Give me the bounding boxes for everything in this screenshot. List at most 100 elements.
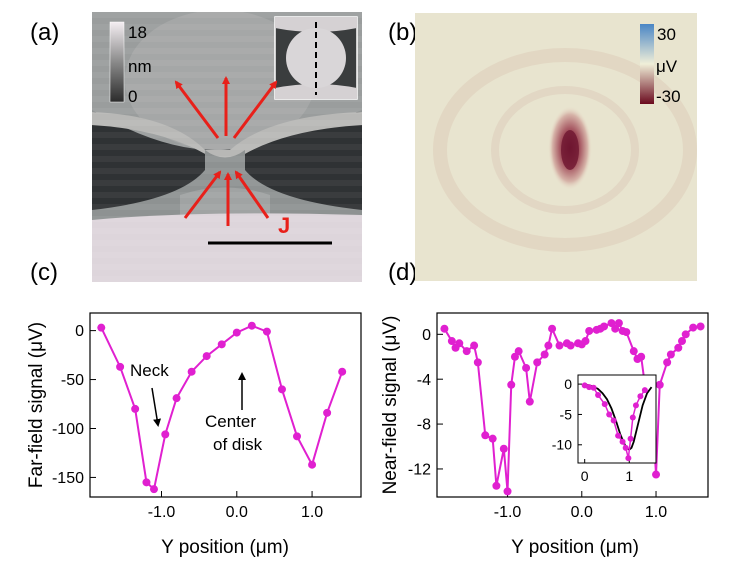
far-field-point [247,321,256,330]
near-field-point [544,341,553,350]
chart-d-xtick-label: -1.0 [494,504,522,521]
near-field-point [447,337,456,346]
inset-point [625,455,632,462]
chart-d-xtick-label: 0.0 [571,504,593,521]
inset-point [632,402,639,409]
far-field-point [323,408,332,417]
inset-point [627,435,634,442]
chart-c-ytick-label: -100 [52,421,84,438]
far-field-series-line [100,324,344,492]
chart-c-xtick-label: 0.0 [226,504,248,521]
panel-label-c: (c) [30,259,58,286]
far-field-point [202,352,211,361]
inset-point [595,392,602,399]
near-field-point [566,341,575,350]
colorbar-a-unit: nm [128,57,152,76]
far-field-point [262,327,271,336]
near-field-point [585,326,594,335]
colorbar-a-min: 0 [128,87,137,106]
far-field-point [149,485,158,494]
far-field-point [232,328,241,337]
current-arrows [174,76,278,226]
near-field-map [415,13,697,281]
far-field-point [217,340,226,349]
colorbar-b-unit: μV [656,57,678,76]
inset-point [615,432,622,439]
inset-point [637,393,644,400]
near-field-point [488,434,497,443]
far-field-point [338,367,347,376]
inset-point [619,438,626,445]
near-field-point [514,347,523,356]
far-field-chart: -1.0 0.0 1.0 0 -50 -100 -150 Y position (μm) F… [26,312,362,558]
near-field-point [522,363,531,372]
chart-d-ylabel: Near-field signal (μV) [380,316,401,495]
inset-point [622,444,629,451]
far-field-point [116,362,125,371]
chart-d-ytick-label: -4 [417,372,431,389]
chart-c-ytick-label: 0 [75,323,84,340]
current-label: J [278,213,290,238]
inset-ytick-label: -5 [560,406,573,422]
near-field-point [629,347,638,356]
panel-label-d: (d) [388,259,417,286]
colorbar-signal [640,24,654,104]
chart-c-ytick-label: -50 [61,372,84,389]
inset-xtick-label: 0 [581,468,589,484]
colorbar-a-max: 18 [128,23,147,42]
inset-point [641,387,648,394]
colorbar-b-min: -30 [656,87,681,106]
inset-point [586,384,593,391]
far-field-point [293,432,302,441]
afm-inset-disk [274,16,358,100]
annotation-neck: Neck [130,361,169,380]
near-field-point [455,339,464,348]
inset-point [590,384,597,391]
chart-c-xtick-label: 1.0 [301,504,323,521]
panel-label-b: (b) [388,19,417,46]
far-field-point [131,404,140,413]
near-field-point [473,358,482,367]
inset-ytick-label: -10 [552,437,572,453]
inset-ytick-label: 0 [564,376,572,392]
far-field-point [187,367,196,376]
colorbar-height [109,21,125,103]
far-field-point [308,460,317,469]
near-field-point [581,337,590,346]
near-field-point [499,444,508,453]
annotation-center-2: of disk [213,435,263,454]
near-field-point [674,343,683,352]
inset-point [629,414,636,421]
chart-c-ylabel: Far-field signal (μV) [26,322,47,488]
chart-d-frame [436,312,709,498]
near-field-point [525,397,534,406]
near-field-chart: -1.0 0.0 1.0 0 -4 -8 -12 Y position (μm) Near-… [380,312,709,558]
annotation-neck-arrow [151,387,161,427]
far-field-point [97,323,106,332]
near-field-point [637,352,646,361]
near-field-point [548,324,557,333]
near-field-point [555,341,564,350]
chart-c-xlabel: Y position (μm) [161,537,289,558]
far-field-point [277,385,286,394]
far-field-point [142,478,151,487]
near-field-point [689,323,698,332]
far-field-point [172,394,181,403]
colorbar-b-max: 30 [657,25,676,44]
near-field-point [663,358,672,367]
near-field-point [507,380,516,389]
near-field-point [440,324,449,333]
chart-d-xlabel: Y position (μm) [511,537,639,558]
inset-point [606,411,613,418]
far-field-point [161,430,170,439]
inset-data-line [584,384,646,459]
inset-point [601,401,608,408]
near-field-point [503,487,512,496]
near-field-point [678,337,687,346]
chart-d-ytick-label: 0 [422,327,431,344]
chart-d-ytick-label: -12 [408,462,431,479]
chart-d-xtick-label: 1.0 [645,504,667,521]
near-field-point [655,380,664,389]
chart-c-frame [89,312,362,498]
